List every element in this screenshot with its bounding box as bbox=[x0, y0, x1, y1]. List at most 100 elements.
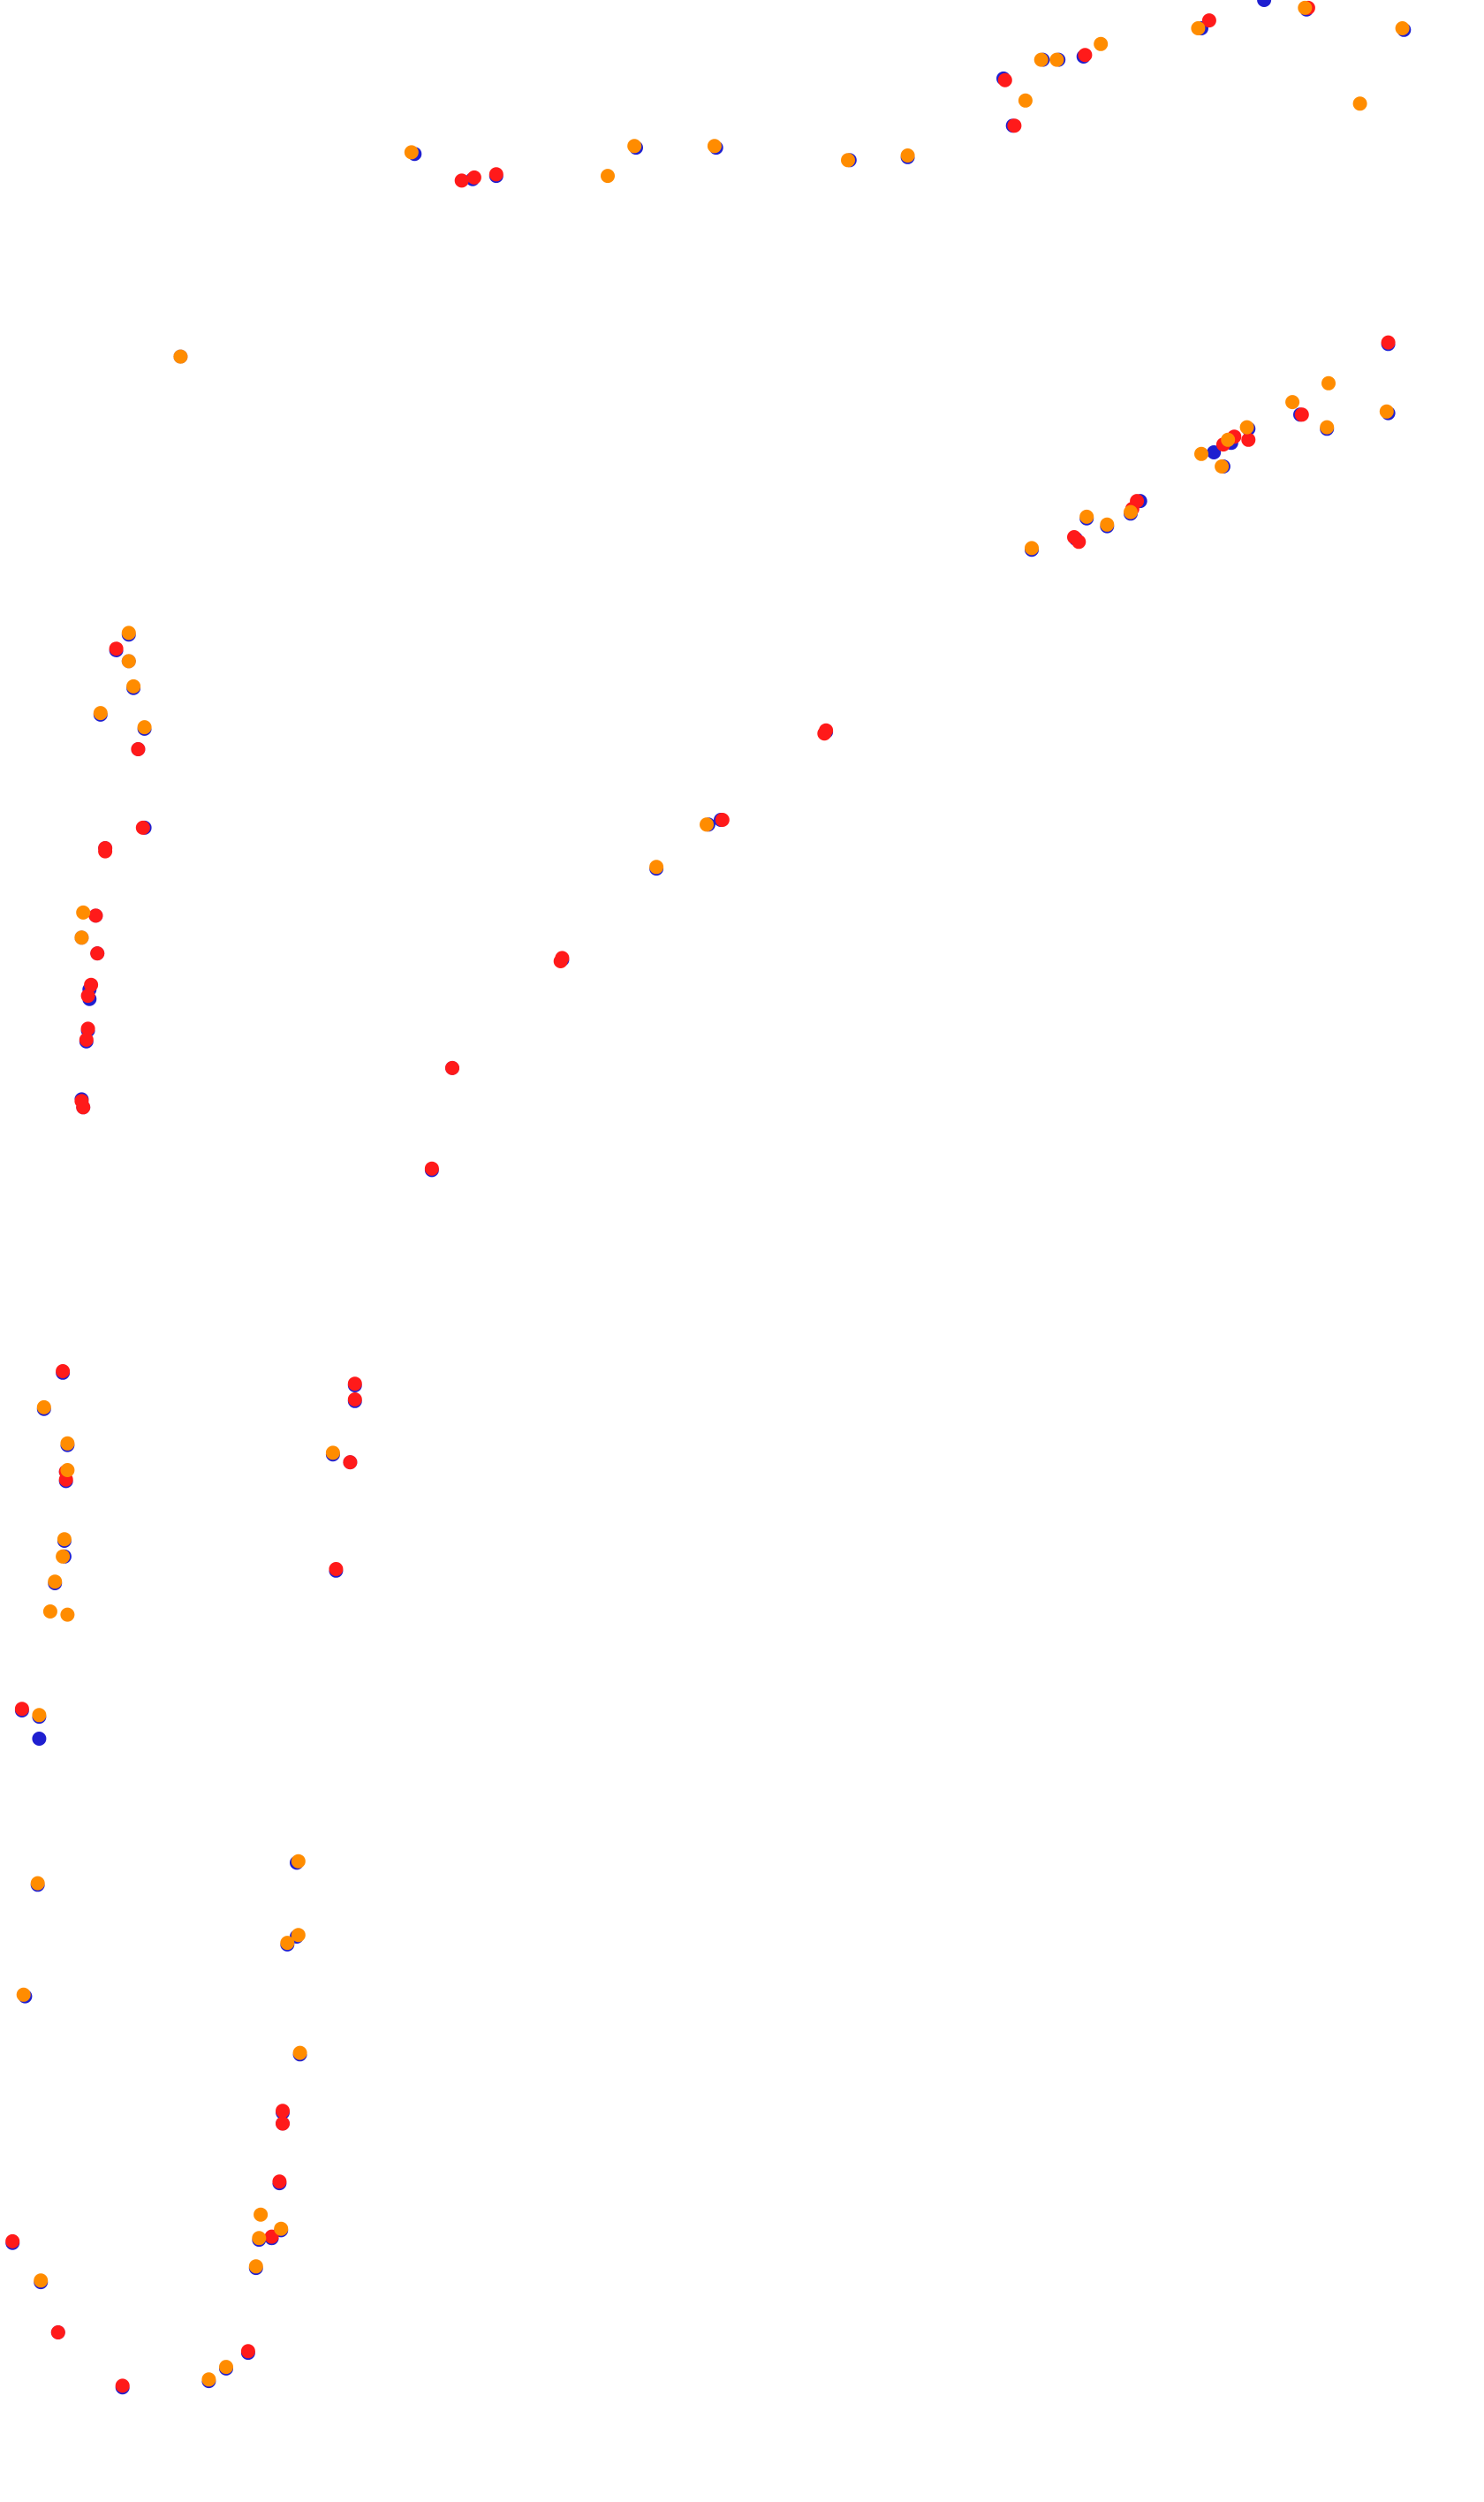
point-orange-31 bbox=[126, 679, 141, 694]
point-red-16 bbox=[1071, 535, 1086, 550]
point-red-33 bbox=[80, 1021, 95, 1036]
point-orange-28 bbox=[700, 817, 714, 832]
series-orange bbox=[16, 0, 1410, 2387]
point-orange-33 bbox=[137, 720, 152, 735]
point-orange-13 bbox=[1395, 21, 1410, 35]
point-orange-23 bbox=[1124, 504, 1138, 519]
point-orange-26 bbox=[1025, 541, 1039, 556]
point-orange-8 bbox=[1049, 52, 1064, 67]
point-orange-32 bbox=[93, 706, 108, 721]
point-red-2 bbox=[488, 167, 504, 182]
point-red-25 bbox=[131, 742, 146, 756]
point-orange-18 bbox=[1320, 420, 1335, 435]
point-red-18 bbox=[819, 723, 834, 738]
point-red-45 bbox=[276, 2104, 290, 2119]
point-red-1 bbox=[466, 170, 481, 185]
point-orange-45 bbox=[32, 1708, 47, 1723]
point-orange-54 bbox=[274, 2221, 289, 2236]
point-orange-15 bbox=[1379, 404, 1394, 419]
point-orange-0 bbox=[404, 145, 419, 160]
point-red-8 bbox=[1381, 335, 1396, 350]
point-orange-44 bbox=[325, 1445, 340, 1460]
point-orange-42 bbox=[42, 1604, 57, 1619]
point-orange-24 bbox=[1100, 517, 1115, 532]
point-orange-22 bbox=[1215, 459, 1230, 474]
point-orange-57 bbox=[219, 2360, 233, 2375]
point-orange-1 bbox=[601, 169, 615, 184]
point-orange-41 bbox=[48, 1574, 63, 1589]
point-blue-0 bbox=[1257, 0, 1272, 7]
point-orange-4 bbox=[841, 153, 855, 168]
point-orange-16 bbox=[1321, 375, 1336, 390]
point-red-36 bbox=[76, 1100, 91, 1115]
point-orange-50 bbox=[280, 1936, 295, 1951]
point-red-3 bbox=[997, 72, 1012, 87]
point-orange-43 bbox=[60, 1607, 75, 1622]
point-orange-27 bbox=[649, 860, 664, 875]
point-orange-36 bbox=[36, 1399, 51, 1414]
point-orange-29 bbox=[121, 626, 136, 641]
point-orange-58 bbox=[201, 2372, 216, 2387]
point-orange-55 bbox=[248, 2259, 263, 2274]
point-orange-53 bbox=[252, 2231, 267, 2246]
point-red-30 bbox=[90, 946, 105, 961]
point-red-43 bbox=[329, 1562, 344, 1576]
point-red-50 bbox=[50, 2325, 65, 2339]
point-orange-21 bbox=[1221, 432, 1236, 447]
point-orange-20 bbox=[1194, 446, 1208, 461]
point-red-52 bbox=[115, 2378, 130, 2393]
point-orange-56 bbox=[34, 2273, 49, 2288]
point-red-21 bbox=[553, 954, 568, 968]
point-red-5 bbox=[1078, 48, 1093, 63]
point-orange-30 bbox=[121, 654, 136, 669]
point-blue-23 bbox=[1207, 445, 1222, 459]
point-orange-40 bbox=[56, 1549, 71, 1564]
point-red-47 bbox=[272, 2174, 287, 2189]
point-red-31 bbox=[84, 977, 99, 992]
point-red-6 bbox=[1201, 13, 1216, 28]
point-red-41 bbox=[347, 1392, 362, 1406]
point-orange-48 bbox=[291, 1854, 306, 1869]
point-red-40 bbox=[347, 1376, 362, 1391]
series-red bbox=[5, 0, 1396, 2393]
point-orange-34 bbox=[76, 905, 91, 920]
point-orange-52 bbox=[254, 2207, 269, 2222]
point-orange-5 bbox=[900, 148, 915, 163]
point-orange-49 bbox=[291, 1928, 306, 1943]
point-blue-71 bbox=[32, 1732, 47, 1746]
point-orange-46 bbox=[30, 1876, 45, 1891]
point-orange-51 bbox=[292, 2045, 307, 2060]
point-orange-19 bbox=[1239, 420, 1254, 435]
point-red-24 bbox=[109, 641, 124, 656]
series-blue bbox=[5, 0, 1412, 2395]
point-orange-39 bbox=[57, 1532, 72, 1547]
point-orange-9 bbox=[1094, 36, 1109, 51]
point-red-37 bbox=[56, 1364, 71, 1378]
point-orange-17 bbox=[1285, 395, 1300, 410]
point-orange-14 bbox=[173, 349, 188, 364]
point-orange-47 bbox=[16, 1987, 31, 2002]
point-red-48 bbox=[264, 2229, 279, 2244]
point-red-51 bbox=[240, 2344, 255, 2359]
point-orange-7 bbox=[1034, 52, 1049, 67]
point-red-4 bbox=[1007, 118, 1022, 133]
point-red-28 bbox=[135, 820, 150, 835]
point-red-34 bbox=[79, 1032, 94, 1047]
point-orange-10 bbox=[1191, 21, 1206, 35]
point-red-27 bbox=[98, 844, 113, 859]
point-red-44 bbox=[14, 1702, 29, 1717]
point-orange-6 bbox=[1018, 93, 1033, 108]
point-red-19 bbox=[715, 813, 730, 827]
point-red-46 bbox=[276, 2116, 290, 2131]
point-orange-11 bbox=[1298, 0, 1313, 15]
point-orange-25 bbox=[1079, 509, 1094, 524]
point-red-29 bbox=[88, 908, 103, 923]
point-red-42 bbox=[343, 1455, 358, 1470]
point-orange-12 bbox=[1352, 96, 1367, 111]
point-orange-37 bbox=[60, 1436, 75, 1451]
point-red-49 bbox=[5, 2233, 20, 2248]
point-red-9 bbox=[1294, 407, 1309, 422]
point-orange-3 bbox=[707, 139, 722, 154]
point-red-32 bbox=[80, 989, 95, 1004]
point-orange-35 bbox=[74, 930, 89, 945]
